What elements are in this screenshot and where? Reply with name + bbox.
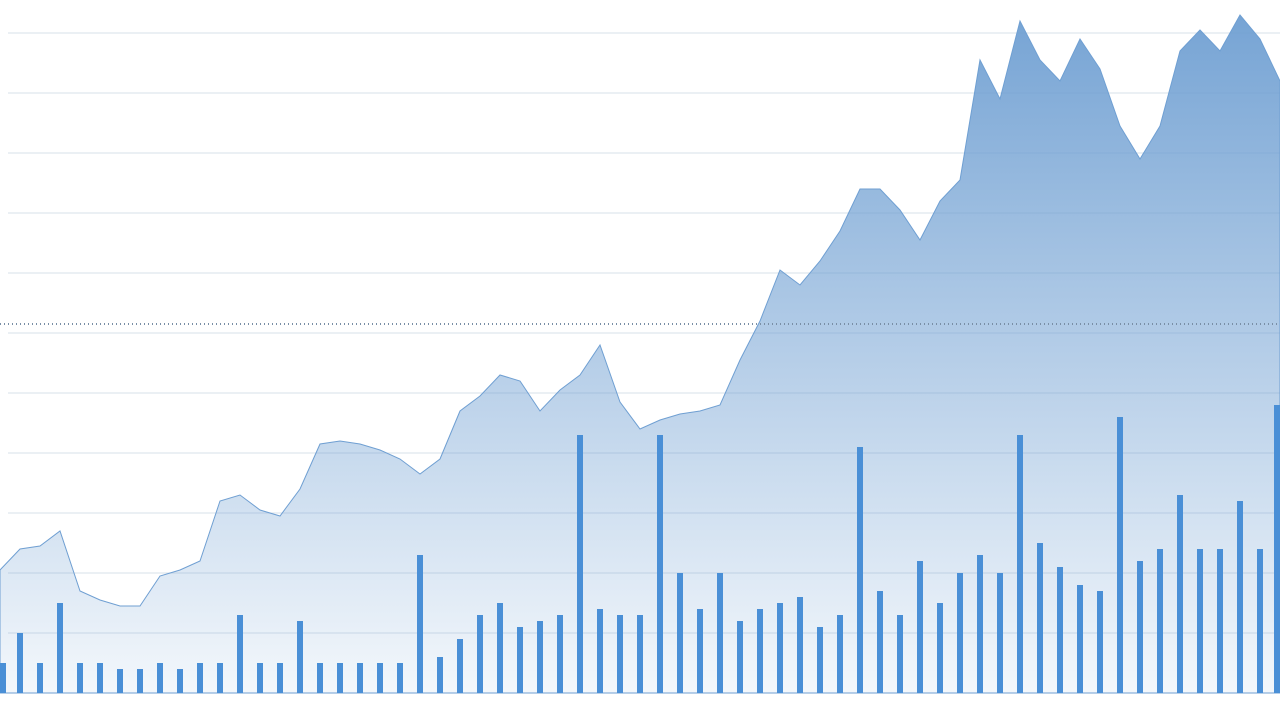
volume-bar xyxy=(817,627,823,693)
volume-bar xyxy=(457,639,463,693)
volume-bar xyxy=(1237,501,1243,693)
volume-bar xyxy=(437,657,443,693)
volume-bar xyxy=(217,663,223,693)
volume-bar xyxy=(17,633,23,693)
volume-bar xyxy=(257,663,263,693)
volume-bar xyxy=(37,663,43,693)
volume-bar xyxy=(737,621,743,693)
volume-bar xyxy=(937,603,943,693)
volume-bar xyxy=(897,615,903,693)
volume-bar xyxy=(797,597,803,693)
volume-bar xyxy=(317,663,323,693)
volume-bar xyxy=(57,603,63,693)
volume-bar xyxy=(197,663,203,693)
volume-bar xyxy=(677,573,683,693)
volume-bar xyxy=(1017,435,1023,693)
volume-bar xyxy=(777,603,783,693)
volume-bar xyxy=(337,663,343,693)
volume-bar xyxy=(597,609,603,693)
volume-bar xyxy=(1157,549,1163,693)
volume-bar xyxy=(277,663,283,693)
volume-bar xyxy=(137,669,143,693)
volume-bar xyxy=(977,555,983,693)
volume-bar xyxy=(537,621,543,693)
volume-bar xyxy=(837,615,843,693)
volume-bar xyxy=(717,573,723,693)
volume-bar xyxy=(1037,543,1043,693)
volume-bar xyxy=(357,663,363,693)
volume-bar xyxy=(577,435,583,693)
volume-bar xyxy=(1057,567,1063,693)
price-area xyxy=(0,14,1280,694)
volume-bar xyxy=(757,609,763,693)
volume-bar xyxy=(637,615,643,693)
volume-bar xyxy=(477,615,483,693)
volume-bar xyxy=(1177,495,1183,693)
volume-bar xyxy=(97,663,103,693)
volume-bar xyxy=(417,555,423,693)
volume-bar xyxy=(877,591,883,693)
volume-bar xyxy=(1077,585,1083,693)
volume-bar xyxy=(617,615,623,693)
volume-bar xyxy=(557,615,563,693)
volume-bar xyxy=(77,663,83,693)
volume-bar xyxy=(997,573,1003,693)
volume-bar xyxy=(177,669,183,693)
volume-bar xyxy=(517,627,523,693)
volume-bar xyxy=(657,435,663,693)
volume-bar xyxy=(1257,549,1263,693)
volume-bar xyxy=(1097,591,1103,693)
volume-bar xyxy=(157,663,163,693)
volume-bar xyxy=(397,663,403,693)
volume-bar xyxy=(1117,417,1123,693)
volume-bar xyxy=(497,603,503,693)
volume-bar xyxy=(297,621,303,693)
volume-bar xyxy=(1197,549,1203,693)
volume-bar xyxy=(1274,405,1280,693)
volume-bar xyxy=(1137,561,1143,693)
volume-bar xyxy=(857,447,863,693)
volume-bar xyxy=(0,663,6,693)
volume-bar xyxy=(377,663,383,693)
volume-bar xyxy=(117,669,123,693)
volume-bar xyxy=(1217,549,1223,693)
volume-bar xyxy=(917,561,923,693)
volume-bar xyxy=(957,573,963,693)
volume-bar xyxy=(697,609,703,693)
volume-bar xyxy=(237,615,243,693)
